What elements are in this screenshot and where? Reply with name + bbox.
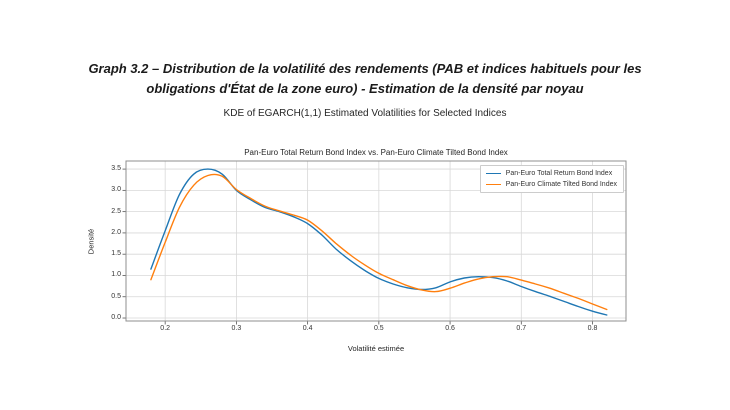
x-tick-label: 0.6 [445,325,455,332]
figure-title-line-1: Graph 3.2 – Distribution de la volatilit… [88,61,642,76]
x-tick-label: 0.3 [231,325,242,332]
y-tick-label: 1.5 [111,250,121,258]
x-tick-label: 0.5 [373,325,384,332]
y-tick-label: 1.0 [111,271,121,279]
legend-label: Pan-Euro Climate Tilted Bond Index [505,181,617,188]
series-line-0 [150,168,608,316]
y-tick-label: 3.0 [111,186,121,194]
plot-border [125,160,627,322]
y-tick-label: 2.0 [111,228,121,236]
x-tick-label: 0.8 [587,325,598,332]
legend-line-swatch [485,173,501,174]
y-tick-label: 0.5 [111,292,121,300]
plot-canvas [122,160,627,325]
x-tick-label: 0.2 [160,325,171,332]
x-tick-label: 0.7 [516,325,527,332]
legend: Pan-Euro Total Return Bond Index Pan-Euro… [479,165,624,193]
y-tick-label: 3.5 [111,165,121,173]
legend-item: Pan-Euro Climate Tilted Bond Index [485,180,617,189]
figure-title-line-2: obligations d'État de la zone euro) - Es… [146,81,584,96]
kde-line-chart: Pan-Euro Total Return Bond Index vs. Pan… [85,147,641,365]
y-tick-label: 2.5 [111,207,121,215]
legend-item: Pan-Euro Total Return Bond Index [485,169,617,178]
y-axis-label: Densité [86,228,96,255]
figure-subtitle: KDE of EGARCH(1,1) Estimated Volatilitie… [223,108,507,119]
legend-label: Pan-Euro Total Return Bond Index [505,170,613,177]
chart-title: Pan-Euro Total Return Bond Index vs. Pan… [244,148,508,157]
legend-line-swatch [485,184,501,185]
figure-title: Graph 3.2 – Distribution de la volatilit… [0,59,730,99]
x-axis-label: Volatilité estimée [347,344,405,353]
y-tick-label: 0.0 [111,314,121,322]
series-line-1 [150,173,608,311]
x-tick-label: 0.4 [302,325,313,332]
